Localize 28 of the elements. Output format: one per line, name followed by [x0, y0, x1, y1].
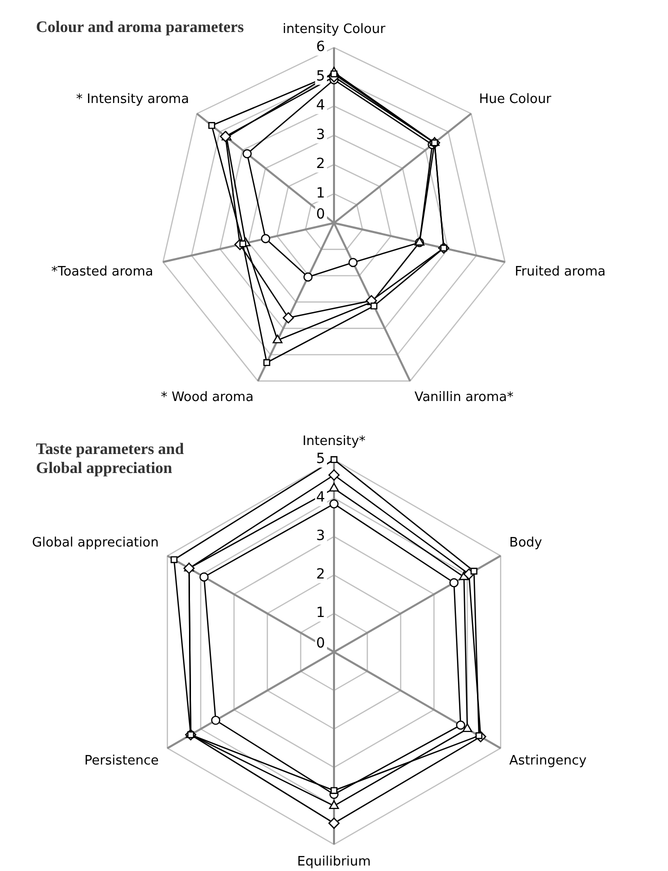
- spoke-label: Persistence: [84, 753, 159, 768]
- y-tick-label: 3: [316, 126, 325, 143]
- spoke-label: intensity Colour: [282, 22, 386, 38]
- y-tick-label: 0: [316, 206, 325, 223]
- y-tick-label: 4: [316, 490, 326, 506]
- y-tick-label: 1: [316, 605, 325, 622]
- spoke-label: Hue Colour: [478, 92, 552, 107]
- spoke-label: * Intensity aroma: [76, 92, 190, 107]
- spoke-label: Vanillin aroma*: [414, 390, 514, 406]
- spoke-label: Fruited aroma: [514, 264, 606, 280]
- spoke-label: Intensity*: [302, 434, 366, 450]
- y-tick-label: 1: [316, 185, 325, 202]
- chart-title: Colour and aroma parameters: [36, 18, 245, 37]
- spoke-label: *Toasted aroma: [51, 264, 154, 280]
- spoke-label: Body: [509, 535, 542, 550]
- y-tick-label: 0: [316, 636, 325, 652]
- y-tick-label: 3: [316, 528, 325, 544]
- spoke-label: * Wood aroma: [160, 390, 254, 406]
- spoke-label: Astringency: [509, 753, 587, 768]
- y-tick-label: 2: [316, 566, 325, 583]
- y-tick-label: 6: [316, 39, 326, 56]
- spoke-label: Global appreciation: [32, 535, 159, 550]
- y-tick-label: 5: [316, 451, 325, 468]
- y-tick-label: 2: [316, 156, 325, 172]
- y-tick-label: 4: [316, 98, 326, 114]
- y-tick-label: 5: [316, 68, 325, 84]
- spoke-label: Equilibrium: [297, 854, 371, 870]
- text: Taste parameters and Global appreciation: [36, 440, 185, 478]
